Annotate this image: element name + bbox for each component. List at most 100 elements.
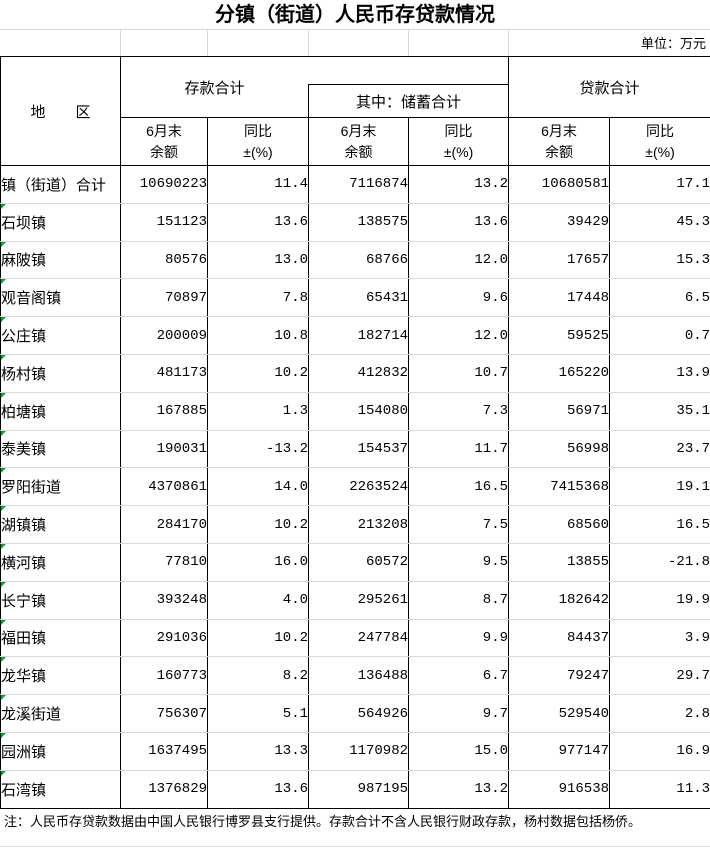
savings-yoy-cell[interactable]: 7.3 bbox=[408, 392, 509, 431]
area-cell[interactable]: 龙溪街道 bbox=[0, 694, 121, 733]
area-cell[interactable]: 杨村镇 bbox=[0, 354, 121, 393]
area-cell[interactable]: 横河镇 bbox=[0, 543, 121, 582]
savings-yoy-cell[interactable]: 13.2 bbox=[408, 165, 509, 204]
loan-yoy-cell[interactable]: 16.5 bbox=[609, 505, 710, 544]
savings-balance-cell[interactable]: 7116874 bbox=[308, 165, 409, 204]
savings-balance-cell[interactable]: 138575 bbox=[308, 203, 409, 242]
loan-yoy-cell[interactable]: 23.7 bbox=[609, 430, 710, 469]
area-cell[interactable]: 福田镇 bbox=[0, 619, 121, 658]
loan-balance-cell[interactable]: 56971 bbox=[508, 392, 610, 431]
loan-yoy-cell[interactable]: 17.1 bbox=[609, 165, 710, 204]
loan-balance-cell[interactable]: 165220 bbox=[508, 354, 610, 393]
savings-yoy-cell[interactable]: 9.5 bbox=[408, 543, 509, 582]
loan-balance-cell[interactable]: 17657 bbox=[508, 241, 610, 280]
loan-balance-cell[interactable]: 13855 bbox=[508, 543, 610, 582]
loan-yoy-cell[interactable]: -21.8 bbox=[609, 543, 710, 582]
area-cell[interactable]: 麻陂镇 bbox=[0, 241, 121, 280]
area-cell[interactable]: 泰美镇 bbox=[0, 430, 121, 469]
deposit-balance-cell[interactable]: 80576 bbox=[120, 241, 208, 280]
deposit-balance-cell[interactable]: 1376829 bbox=[120, 770, 208, 809]
loan-balance-cell[interactable]: 10680581 bbox=[508, 165, 610, 204]
deposit-balance-cell[interactable]: 481173 bbox=[120, 354, 208, 393]
loan-yoy-cell[interactable]: 35.1 bbox=[609, 392, 710, 431]
savings-balance-cell[interactable]: 295261 bbox=[308, 581, 409, 620]
deposit-yoy-cell[interactable]: 10.2 bbox=[206, 354, 309, 393]
deposit-balance-cell[interactable]: 4370861 bbox=[120, 467, 208, 507]
savings-yoy-cell[interactable]: 15.0 bbox=[408, 732, 509, 771]
area-cell[interactable]: 罗阳街道 bbox=[0, 467, 121, 507]
loan-yoy-cell[interactable]: 0.7 bbox=[609, 316, 710, 355]
loan-yoy-cell[interactable]: 19.9 bbox=[609, 581, 710, 620]
deposit-balance-cell[interactable]: 756307 bbox=[120, 694, 208, 733]
deposit-yoy-cell[interactable]: 4.0 bbox=[206, 581, 309, 620]
savings-yoy-cell[interactable]: 9.6 bbox=[408, 278, 509, 318]
loan-balance-cell[interactable]: 84437 bbox=[508, 619, 610, 658]
deposit-yoy-cell[interactable]: -13.2 bbox=[206, 430, 309, 469]
deposit-yoy-cell[interactable]: 7.8 bbox=[206, 278, 309, 318]
savings-yoy-cell[interactable]: 13.2 bbox=[408, 770, 509, 809]
deposit-balance-cell[interactable]: 70897 bbox=[120, 278, 208, 318]
area-cell[interactable]: 观音阁镇 bbox=[0, 278, 121, 318]
savings-balance-cell[interactable]: 136488 bbox=[308, 656, 409, 696]
loan-yoy-cell[interactable]: 11.3 bbox=[609, 770, 710, 809]
deposit-balance-cell[interactable]: 200009 bbox=[120, 316, 208, 355]
savings-balance-cell[interactable]: 2263524 bbox=[308, 467, 409, 507]
deposit-yoy-cell[interactable]: 5.1 bbox=[206, 694, 309, 733]
loan-balance-cell[interactable]: 39429 bbox=[508, 203, 610, 242]
area-cell[interactable]: 柏塘镇 bbox=[0, 392, 121, 431]
area-cell[interactable]: 公庄镇 bbox=[0, 316, 121, 355]
area-cell[interactable]: 石坝镇 bbox=[0, 203, 121, 242]
savings-balance-cell[interactable]: 1170982 bbox=[308, 732, 409, 771]
savings-balance-cell[interactable]: 247784 bbox=[308, 619, 409, 658]
deposit-balance-cell[interactable]: 10690223 bbox=[120, 165, 208, 204]
deposit-yoy-cell[interactable]: 10.2 bbox=[206, 619, 309, 658]
savings-yoy-cell[interactable]: 9.7 bbox=[408, 694, 509, 733]
savings-balance-cell[interactable]: 65431 bbox=[308, 278, 409, 318]
deposit-balance-cell[interactable]: 167885 bbox=[120, 392, 208, 431]
loan-balance-cell[interactable]: 916538 bbox=[508, 770, 610, 809]
savings-balance-cell[interactable]: 987195 bbox=[308, 770, 409, 809]
savings-yoy-cell[interactable]: 12.0 bbox=[408, 316, 509, 355]
loan-yoy-cell[interactable]: 29.7 bbox=[609, 656, 710, 696]
deposit-yoy-cell[interactable]: 11.4 bbox=[206, 165, 309, 204]
deposit-balance-cell[interactable]: 190031 bbox=[120, 430, 208, 469]
savings-balance-cell[interactable]: 154537 bbox=[308, 430, 409, 469]
area-cell[interactable]: 园洲镇 bbox=[0, 732, 121, 771]
savings-balance-cell[interactable]: 213208 bbox=[308, 505, 409, 544]
savings-balance-cell[interactable]: 182714 bbox=[308, 316, 409, 355]
savings-balance-cell[interactable]: 154080 bbox=[308, 392, 409, 431]
savings-yoy-cell[interactable]: 7.5 bbox=[408, 505, 509, 544]
savings-balance-cell[interactable]: 564926 bbox=[308, 694, 409, 733]
deposit-balance-cell[interactable]: 291036 bbox=[120, 619, 208, 658]
loan-yoy-cell[interactable]: 45.3 bbox=[609, 203, 710, 242]
area-cell[interactable]: 石湾镇 bbox=[0, 770, 121, 809]
loan-balance-cell[interactable]: 182642 bbox=[508, 581, 610, 620]
savings-yoy-cell[interactable]: 8.7 bbox=[408, 581, 509, 620]
savings-balance-cell[interactable]: 60572 bbox=[308, 543, 409, 582]
area-cell[interactable]: 湖镇镇 bbox=[0, 505, 121, 544]
savings-yoy-cell[interactable]: 11.7 bbox=[408, 430, 509, 469]
deposit-yoy-cell[interactable]: 8.2 bbox=[206, 656, 309, 696]
loan-yoy-cell[interactable]: 16.9 bbox=[609, 732, 710, 771]
loan-yoy-cell[interactable]: 3.9 bbox=[609, 619, 710, 658]
deposit-balance-cell[interactable]: 1637495 bbox=[120, 732, 208, 771]
deposit-yoy-cell[interactable]: 13.6 bbox=[206, 770, 309, 809]
loan-yoy-cell[interactable]: 15.3 bbox=[609, 241, 710, 280]
savings-balance-cell[interactable]: 68766 bbox=[308, 241, 409, 280]
loan-balance-cell[interactable]: 56998 bbox=[508, 430, 610, 469]
area-cell[interactable]: 长宁镇 bbox=[0, 581, 121, 620]
deposit-yoy-cell[interactable]: 10.8 bbox=[206, 316, 309, 355]
area-cell[interactable]: 龙华镇 bbox=[0, 656, 121, 696]
loan-balance-cell[interactable]: 79247 bbox=[508, 656, 610, 696]
savings-yoy-cell[interactable]: 12.0 bbox=[408, 241, 509, 280]
loan-balance-cell[interactable]: 17448 bbox=[508, 278, 610, 318]
deposit-balance-cell[interactable]: 151123 bbox=[120, 203, 208, 242]
deposit-yoy-cell[interactable]: 16.0 bbox=[206, 543, 309, 582]
deposit-yoy-cell[interactable]: 13.6 bbox=[206, 203, 309, 242]
loan-balance-cell[interactable]: 977147 bbox=[508, 732, 610, 771]
loan-yoy-cell[interactable]: 13.9 bbox=[609, 354, 710, 393]
savings-yoy-cell[interactable]: 9.9 bbox=[408, 619, 509, 658]
deposit-balance-cell[interactable]: 284170 bbox=[120, 505, 208, 544]
loan-balance-cell[interactable]: 529540 bbox=[508, 694, 610, 733]
loan-yoy-cell[interactable]: 6.5 bbox=[609, 278, 710, 318]
